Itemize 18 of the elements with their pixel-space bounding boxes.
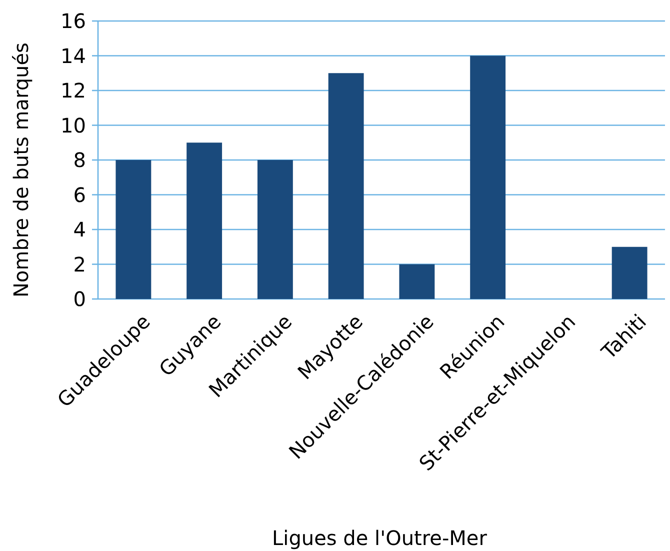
- bar: [116, 160, 152, 299]
- bar: [470, 56, 506, 299]
- bar: [186, 142, 222, 299]
- bar: [257, 160, 293, 299]
- y-axis-title: Nombre de buts marqués: [9, 42, 33, 298]
- y-tick-label: 4: [73, 218, 86, 242]
- y-tick-label: 12: [60, 78, 86, 102]
- bar: [328, 73, 364, 299]
- y-tick-label: 6: [73, 182, 86, 207]
- y-tick-label: 2: [73, 252, 86, 276]
- x-axis-title: Ligues de l'Outre-Mer: [272, 526, 488, 550]
- y-tick-label: 8: [73, 148, 86, 172]
- y-tick-label: 10: [60, 113, 86, 138]
- bar: [399, 264, 435, 299]
- y-tick-label: 16: [60, 9, 86, 33]
- bar: [612, 246, 648, 299]
- y-tick-label: 14: [60, 44, 86, 68]
- y-tick-label: 0: [73, 287, 86, 311]
